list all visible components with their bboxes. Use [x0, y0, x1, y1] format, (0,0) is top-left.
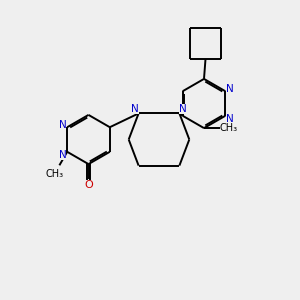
Text: N: N: [58, 149, 66, 160]
Text: O: O: [84, 180, 93, 190]
Text: CH₃: CH₃: [220, 123, 238, 133]
Text: N: N: [179, 104, 187, 114]
Text: N: N: [58, 119, 66, 130]
Text: N: N: [131, 104, 139, 114]
Text: CH₃: CH₃: [46, 169, 64, 178]
Text: N: N: [226, 113, 234, 124]
Text: N: N: [226, 83, 234, 94]
